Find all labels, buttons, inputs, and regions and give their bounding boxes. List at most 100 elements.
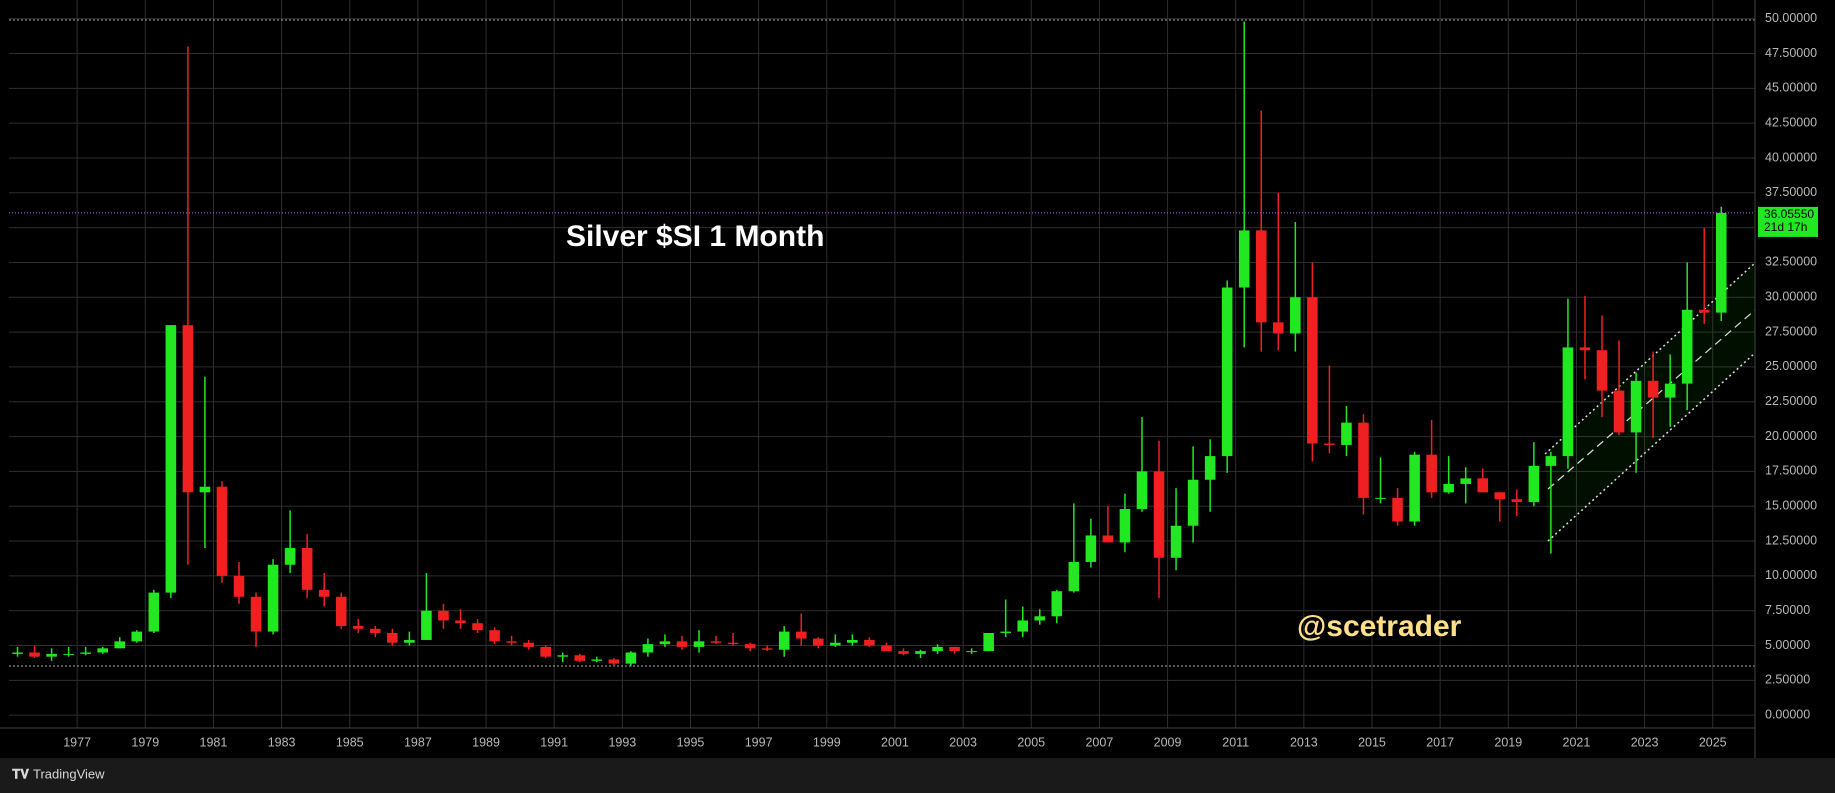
candle-body: [438, 610, 449, 621]
candle-body: [1341, 422, 1352, 445]
candle-body: [1562, 347, 1574, 457]
candle-body: [830, 642, 841, 646]
candle-body: [557, 655, 568, 657]
candle-body: [165, 325, 177, 593]
candle-body: [318, 589, 330, 597]
y-tick-label: 20.00000: [1765, 429, 1817, 443]
candle-body: [267, 564, 279, 632]
candle-body: [778, 631, 790, 650]
channel-lower: [1547, 352, 1756, 542]
y-tick-label: 25.00000: [1765, 359, 1817, 373]
candle-body: [421, 610, 432, 640]
grid: [9, 0, 1755, 728]
candle-body: [1119, 509, 1131, 543]
x-tick-label: 1979: [131, 735, 159, 749]
candle-body: [284, 548, 296, 565]
x-tick-label: 2013: [1290, 735, 1318, 749]
candle-body: [1170, 525, 1182, 558]
candle-body: [1630, 380, 1642, 433]
candle-body: [1664, 383, 1676, 398]
countdown: 21d 17h: [1764, 220, 1807, 234]
x-tick-label: 1981: [200, 735, 228, 749]
candle-body: [761, 648, 773, 650]
candle-body: [1238, 230, 1250, 288]
candle-body: [881, 645, 892, 652]
candle-body: [1102, 535, 1114, 543]
candle-body: [625, 652, 637, 664]
channel-mid: [1547, 309, 1756, 490]
candle-body: [574, 655, 586, 661]
x-tick-label: 1983: [268, 735, 296, 749]
candles: [12, 21, 1727, 667]
candle-body: [744, 644, 756, 649]
candle-body: [1307, 297, 1318, 444]
y-tick-label: 27.50000: [1765, 324, 1817, 338]
candle-body: [216, 486, 228, 576]
candle-body: [506, 641, 517, 643]
x-tick-label: 2007: [1085, 735, 1113, 749]
candle-body: [523, 642, 534, 647]
candle-body: [1528, 465, 1540, 503]
y-tick-label: 30.00000: [1765, 290, 1817, 304]
x-tick-label: 1993: [608, 735, 636, 749]
candle-body: [12, 652, 23, 654]
candle-body: [1358, 422, 1369, 498]
candle-body: [1545, 456, 1557, 466]
x-tick-label: 2003: [949, 735, 977, 749]
candle-body: [540, 646, 551, 657]
x-tick-label: 2021: [1563, 735, 1591, 749]
candle-body: [915, 651, 926, 654]
candle-body: [710, 641, 722, 643]
y-tick-label: 37.50000: [1765, 185, 1817, 199]
candle-body: [455, 620, 466, 624]
candle-body: [1290, 297, 1301, 334]
candle-body: [1375, 497, 1386, 499]
candle-body: [1494, 492, 1506, 500]
candle-body: [1460, 478, 1471, 484]
candle-body: [370, 628, 381, 633]
candle-body: [114, 641, 126, 649]
x-tick-label: 2011: [1222, 735, 1249, 749]
candle-body: [591, 659, 603, 661]
x-tick-label: 1999: [813, 735, 841, 749]
candle-body: [404, 639, 415, 643]
candle-body: [1477, 478, 1489, 493]
candle-body: [676, 641, 688, 647]
channel-fill: [1545, 263, 1755, 541]
candle-body: [642, 644, 654, 653]
candle-body: [1511, 499, 1523, 503]
y-tick-label: 42.50000: [1765, 115, 1817, 129]
candle-body: [966, 651, 977, 653]
x-tick-label: 1991: [540, 735, 568, 749]
candle-body: [352, 626, 364, 629]
footer-bar: [0, 758, 1835, 793]
x-tick-label: 2001: [881, 735, 909, 749]
chart-title: Silver $SI 1 Month: [566, 220, 824, 253]
candle-body: [864, 639, 875, 646]
candle-body: [97, 648, 108, 653]
candle-body: [608, 659, 620, 664]
last-price-box: [1758, 206, 1818, 237]
candle-body: [1579, 347, 1591, 351]
candle-body: [1324, 443, 1335, 445]
y-tick-label: 47.50000: [1765, 46, 1817, 60]
candle-body: [63, 653, 74, 655]
candle-body: [46, 653, 57, 657]
candle-body: [949, 646, 960, 652]
candle-body: [1136, 471, 1148, 510]
x-tick-label: 1987: [404, 735, 432, 749]
candle-body: [233, 575, 245, 597]
x-tick-label: 2009: [1154, 735, 1182, 749]
y-tick-label: 32.50000: [1765, 255, 1817, 269]
y-tick-label: 40.00000: [1765, 150, 1817, 164]
candle-body: [1409, 454, 1420, 522]
candle-body: [1698, 309, 1710, 313]
x-tick-label: 2005: [1017, 735, 1045, 749]
x-tick-label: 1977: [63, 735, 91, 749]
candle-body: [199, 486, 211, 493]
logo-mark: 𝐓𝐕: [12, 766, 29, 781]
candle-body: [1000, 631, 1011, 633]
y-tick-label: 7.50000: [1765, 603, 1810, 617]
